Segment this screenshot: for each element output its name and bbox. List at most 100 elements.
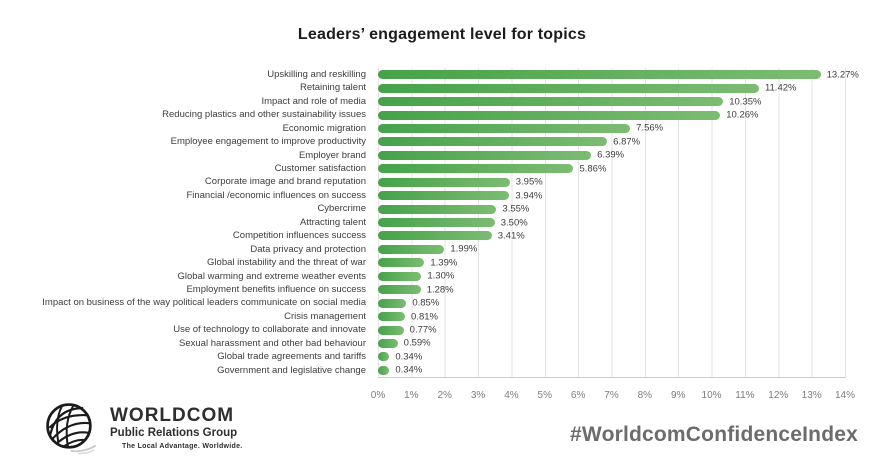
bar-track: 3.95%	[378, 176, 845, 189]
category-label: Data privacy and protection	[250, 243, 366, 255]
globe-icon	[46, 403, 97, 455]
bar-track: 6.87%	[378, 135, 845, 148]
bar-track: 0.34%	[378, 364, 845, 377]
category-label: Global trade agreements and tariffs	[217, 351, 366, 363]
value-label: 0.85%	[412, 297, 440, 309]
bar	[378, 298, 407, 308]
chart-row: Impact on business of the way political …	[0, 296, 884, 309]
x-tick-label: 4%	[504, 390, 519, 401]
chart-row: Economic migration 7.56%	[0, 122, 884, 135]
bar	[378, 164, 574, 174]
category-label: Government and legislative change	[217, 364, 366, 376]
chart-row: Crisis management 0.81%	[0, 310, 884, 323]
bar	[378, 123, 631, 133]
chart-row: Cybercrime 3.55%	[0, 202, 884, 215]
chart-row: Global trade agreements and tariffs 0.34%	[0, 350, 884, 363]
value-label: 1.28%	[426, 283, 454, 295]
chart-row: Reducing plastics and other sustainabili…	[0, 108, 884, 121]
category-label: Corporate image and brand reputation	[204, 176, 366, 188]
bar	[378, 137, 608, 147]
category-label: Impact on business of the way political …	[42, 297, 366, 309]
bar	[378, 177, 510, 187]
bar-track: 7.56%	[378, 122, 845, 135]
chart-row: Impact and role of media 10.35%	[0, 95, 884, 108]
value-label: 0.77%	[409, 324, 437, 336]
category-label: Employer brand	[298, 149, 366, 161]
bar	[378, 70, 821, 80]
bar-track: 1.99%	[378, 243, 845, 256]
value-label: 11.42%	[764, 82, 797, 94]
x-tick-label: 9%	[670, 390, 686, 401]
hashtag-label: #WorldcomConfidenceIndex	[570, 423, 858, 446]
chart-row: Data privacy and protection 1.99%	[0, 243, 884, 256]
value-label: 3.50%	[500, 216, 528, 228]
value-label: 1.99%	[450, 243, 478, 255]
chart-row: Employee engagement to improve productiv…	[0, 135, 884, 148]
value-label: 1.30%	[427, 270, 455, 282]
bar	[378, 150, 592, 160]
category-label: Employee engagement to improve productiv…	[170, 136, 366, 148]
worldcom-logo: WORLDCOM Public Relations Group The Loca…	[44, 401, 243, 458]
logo-text-block: WORLDCOM Public Relations Group The Loca…	[110, 406, 243, 451]
chart-row: Competition influences success 3.41%	[0, 229, 884, 242]
bar-track: 3.55%	[378, 202, 845, 215]
bar	[378, 325, 404, 335]
category-label: Impact and role of media	[261, 95, 366, 107]
x-tick-label: 13%	[801, 390, 822, 401]
chart-row: Government and legislative change 0.34%	[0, 364, 884, 377]
bar-track: 13.27%	[378, 68, 859, 81]
x-axis: 0% 1% 2% 3% 4% 5% 6% 7% 8% 9% 10% 11% 12% 13% 14%	[371, 390, 855, 405]
chart-row: Employment benefits influence on success…	[0, 283, 884, 296]
category-label: Sexual harassment and other bad behaviou…	[179, 337, 366, 349]
x-tick-label: 0%	[370, 390, 386, 401]
category-label: Cybercrime	[317, 203, 366, 215]
bar	[378, 204, 497, 214]
bar	[378, 97, 724, 107]
chart-row: Retaining talent 11.42%	[0, 81, 884, 94]
value-label: 7.56%	[636, 122, 664, 134]
bar	[378, 352, 390, 362]
x-tick-label: 7%	[604, 390, 619, 401]
chart-row: Global instability and the threat of war…	[0, 256, 884, 269]
bar	[378, 365, 390, 375]
chart-row: Use of technology to collaborate and inn…	[0, 323, 884, 336]
chart-row: Attracting talent 3.50%	[0, 216, 884, 229]
x-tick-label: 10%	[701, 390, 722, 401]
bar-track: 0.59%	[378, 337, 845, 350]
bar	[378, 285, 421, 295]
value-label: 13.27%	[826, 68, 859, 80]
bar	[378, 218, 495, 228]
bar-track: 0.85%	[378, 296, 845, 309]
bar	[378, 191, 510, 201]
value-label: 0.34%	[395, 351, 423, 363]
value-label: 1.39%	[430, 257, 458, 269]
bar-track: 0.77%	[378, 323, 845, 336]
category-label: Use of technology to collaborate and inn…	[173, 324, 366, 336]
x-tick-label: 2%	[437, 390, 452, 401]
category-label: Crisis management	[284, 310, 366, 322]
category-label: Employment benefits influence on success	[186, 283, 366, 295]
logo-subtitle: Public Relations Group	[110, 427, 238, 439]
chart-row: Customer satisfaction 5.86%	[0, 162, 884, 175]
chart-row: Financial /economic influences on succes…	[0, 189, 884, 202]
value-label: 10.26%	[726, 109, 759, 121]
x-tick-label: 14%	[834, 390, 856, 401]
bar-track: 0.34%	[378, 350, 845, 363]
category-label: Financial /economic influences on succes…	[186, 189, 366, 201]
value-label: 3.95%	[515, 176, 543, 188]
x-tick-label: 12%	[768, 390, 789, 401]
value-label: 0.34%	[395, 364, 423, 376]
value-label: 10.35%	[729, 95, 762, 107]
bar-track: 1.39%	[378, 256, 845, 269]
bar-track: 6.39%	[378, 149, 845, 162]
value-label: 0.59%	[403, 337, 431, 349]
bar	[378, 110, 721, 120]
value-label: 5.86%	[579, 163, 607, 175]
value-label: 3.41%	[497, 230, 525, 242]
category-label: Attracting talent	[299, 216, 366, 228]
chart-row: Employer brand 6.39%	[0, 149, 884, 162]
bar-track: 11.42%	[378, 81, 845, 94]
bar	[378, 83, 759, 93]
bar	[378, 338, 398, 348]
value-label: 6.87%	[613, 136, 641, 148]
